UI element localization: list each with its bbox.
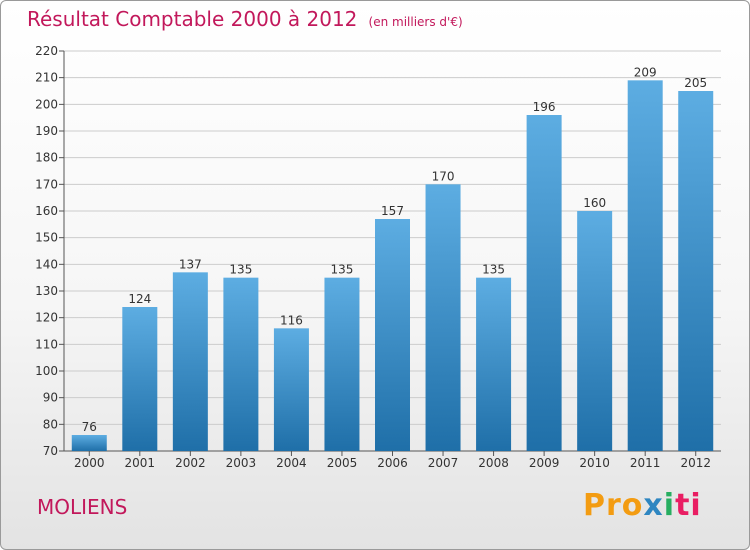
- logo-part-3: i: [663, 488, 676, 523]
- x-tick-label: 2010: [579, 456, 610, 470]
- bar: [273, 328, 309, 451]
- logo-part-4: ti: [675, 488, 702, 523]
- labels: 76 124 137 135 116 135 157 170 135 196 160 209 205: [82, 65, 708, 434]
- bar: [577, 211, 613, 451]
- title-main: Résultat Comptable 2000 à 2012: [27, 7, 358, 31]
- data-label: 76: [82, 420, 97, 434]
- data-label: 157: [381, 204, 404, 218]
- bar: [223, 277, 259, 451]
- bar: [375, 219, 410, 451]
- data-label: 160: [583, 196, 606, 210]
- y-tick-label: 150: [35, 231, 58, 245]
- y-tick-label: 120: [35, 311, 58, 325]
- bar: [122, 307, 158, 451]
- bar: [627, 80, 663, 451]
- y-tick-label: 160: [35, 204, 58, 218]
- data-label: 137: [179, 257, 202, 271]
- x-tick-label: 2001: [125, 456, 156, 470]
- y-tick-label: 210: [35, 71, 58, 85]
- bar: [425, 184, 461, 452]
- y-tick-label: 110: [35, 337, 58, 351]
- x-tick-label: 2006: [377, 456, 408, 470]
- data-label: 124: [128, 292, 151, 306]
- x-tick-label: 2003: [226, 456, 257, 470]
- bars: [71, 80, 714, 452]
- bar: [71, 435, 107, 451]
- x-tick-label: 2007: [428, 456, 459, 470]
- data-label: 116: [280, 313, 303, 327]
- y-tick-label: 70: [43, 444, 58, 458]
- axes: 7080901001101201301401501601701801902002…: [35, 44, 721, 470]
- bar: [324, 277, 360, 451]
- x-tick-label: 2008: [478, 456, 509, 470]
- x-tick-label: 2000: [74, 456, 105, 470]
- x-tick-label: 2005: [327, 456, 358, 470]
- data-label: 135: [482, 263, 505, 277]
- bar: [172, 272, 208, 451]
- bar: [476, 277, 512, 451]
- bar: [526, 115, 562, 451]
- y-tick-label: 200: [35, 97, 58, 111]
- bar: [678, 91, 714, 451]
- y-tick-label: 100: [35, 364, 58, 378]
- chart-title: Résultat Comptable 2000 à 2012 (en milli…: [27, 7, 463, 31]
- logo-part-2: x: [643, 488, 664, 523]
- data-label: 170: [432, 169, 455, 183]
- place-name: MOLIENS: [37, 495, 128, 519]
- logo-part-1: Pro: [583, 488, 644, 523]
- data-label: 209: [634, 65, 657, 79]
- title-subtitle: (en milliers d'€): [368, 15, 463, 29]
- y-tick-label: 190: [35, 124, 58, 138]
- data-label: 135: [229, 263, 252, 277]
- x-tick-label: 2009: [529, 456, 560, 470]
- x-tick-label: 2004: [276, 456, 307, 470]
- y-tick-label: 170: [35, 177, 58, 191]
- x-tick-label: 2012: [680, 456, 711, 470]
- data-label: 205: [684, 76, 707, 90]
- y-tick-label: 220: [35, 44, 58, 58]
- x-tick-label: 2011: [630, 456, 661, 470]
- proxiti-logo: Proxiti: [583, 488, 702, 523]
- x-tick-label: 2002: [175, 456, 206, 470]
- data-label: 135: [331, 263, 354, 277]
- y-tick-label: 80: [43, 417, 58, 431]
- y-tick-label: 130: [35, 284, 58, 298]
- y-tick-label: 180: [35, 151, 58, 165]
- y-tick-label: 140: [35, 257, 58, 271]
- y-tick-label: 90: [43, 391, 58, 405]
- data-label: 196: [533, 100, 556, 114]
